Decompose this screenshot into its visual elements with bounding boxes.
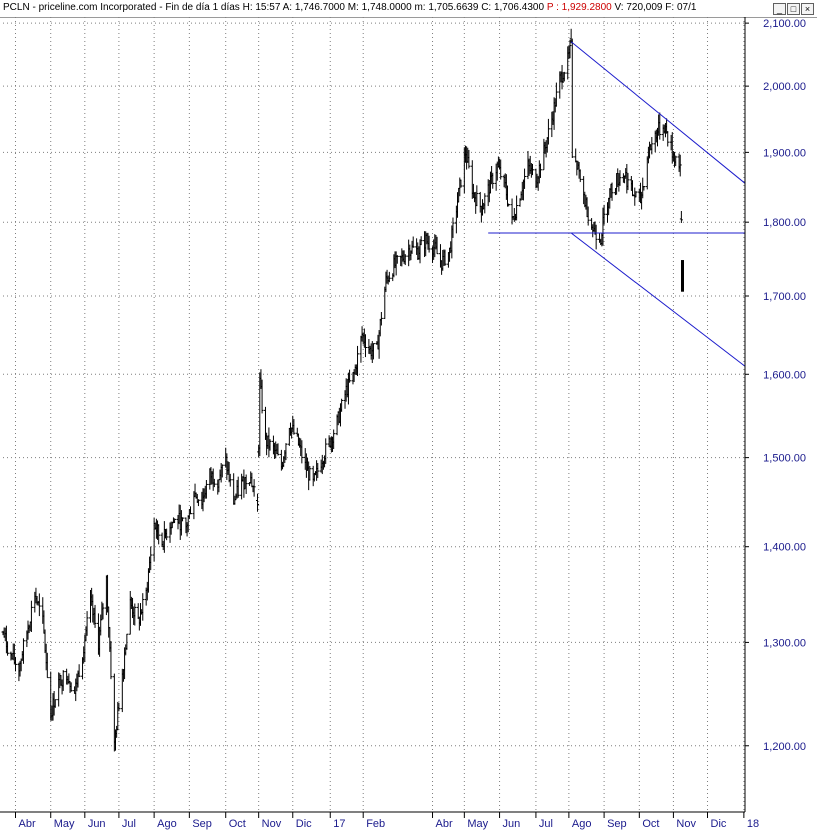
x-tick-label: 18 bbox=[747, 818, 759, 830]
company-name: priceline.com Incorporated bbox=[38, 2, 157, 13]
price-marks bbox=[1, 28, 685, 752]
x-tick-label: Nov bbox=[262, 818, 282, 830]
a-label: A: bbox=[282, 2, 293, 13]
minimize-button[interactable]: _ bbox=[773, 3, 786, 15]
close-button[interactable]: × bbox=[801, 3, 814, 15]
min-value: 1,705.6639 bbox=[428, 2, 479, 13]
maximize-button[interactable]: □ bbox=[787, 3, 800, 15]
v-label: V: bbox=[614, 2, 624, 13]
x-tick-label: Oct bbox=[642, 818, 659, 830]
hour-value: 15:57 bbox=[255, 2, 281, 13]
y-tick-label: 2,100.00 bbox=[763, 18, 806, 30]
x-tick-label: Ago bbox=[572, 818, 592, 830]
x-tick-label: Jul bbox=[539, 818, 553, 830]
x-tick-label: Jul bbox=[122, 818, 136, 830]
x-tick-label: May bbox=[54, 818, 75, 830]
y-tick-label: 1,300.00 bbox=[763, 637, 806, 649]
y-tick-label: 1,800.00 bbox=[763, 217, 806, 229]
x-tick-label: Jun bbox=[503, 818, 521, 830]
separator: - bbox=[32, 2, 39, 13]
p-value: 1,929.2800 bbox=[561, 2, 612, 13]
p-label: P : bbox=[546, 2, 559, 13]
v-value: 720,009 bbox=[626, 2, 663, 13]
y-tick-label: 1,700.00 bbox=[763, 291, 806, 303]
y-tick-label: 1,400.00 bbox=[763, 542, 806, 554]
m-value: 1,748.0000 bbox=[361, 2, 412, 13]
trendline bbox=[570, 232, 746, 367]
trendline bbox=[570, 41, 746, 184]
x-tick-label: Feb bbox=[366, 818, 385, 830]
c-label: C: bbox=[481, 2, 492, 13]
f-label: F: bbox=[665, 2, 675, 13]
grid bbox=[3, 17, 745, 812]
title-bar: PCLN - priceline.com Incorporated - Fin … bbox=[0, 0, 817, 18]
y-tick-label: 2,000.00 bbox=[763, 81, 806, 93]
x-tick-label: May bbox=[467, 818, 488, 830]
symbol: PCLN bbox=[3, 2, 30, 13]
a-value: 1,746.7000 bbox=[294, 2, 345, 13]
x-tick-label: Abr bbox=[436, 818, 453, 830]
min-label: m: bbox=[414, 2, 426, 13]
period: Fin de día 1 días bbox=[165, 2, 240, 13]
hour-label: H: bbox=[242, 2, 253, 13]
x-tick-label: Sep bbox=[607, 818, 627, 830]
c-value: 1,706.4300 bbox=[493, 2, 545, 13]
title-text: PCLN - priceline.com Incorporated - Fin … bbox=[3, 2, 696, 13]
x-tick-label: Jun bbox=[88, 818, 106, 830]
separator: - bbox=[159, 2, 166, 13]
x-tick-label: Ago bbox=[157, 818, 177, 830]
y-tick-label: 1,900.00 bbox=[763, 147, 806, 159]
f-value: 07/1 bbox=[676, 2, 697, 13]
y-tick-label: 1,600.00 bbox=[763, 369, 806, 381]
price-chart: 1,200.00 1,300.00 1,400.00 1,500.00 1,600.00… bbox=[0, 17, 806, 830]
m-label: M: bbox=[347, 2, 359, 13]
x-tick-label: Sep bbox=[192, 818, 212, 830]
x-tick-label: Dic bbox=[711, 818, 727, 830]
x-tick-label: Oct bbox=[229, 818, 246, 830]
axes: 1,200.00 1,300.00 1,400.00 1,500.00 1,600.00… bbox=[0, 17, 806, 830]
x-tick-label: Nov bbox=[676, 818, 696, 830]
x-tick-label: Abr bbox=[18, 818, 35, 830]
x-tick-label: Dic bbox=[296, 818, 312, 830]
y-tick-label: 1,200.00 bbox=[763, 741, 806, 753]
trendlines bbox=[488, 41, 746, 367]
x-tick-label: 17 bbox=[333, 818, 345, 830]
y-tick-label: 1,500.00 bbox=[763, 453, 806, 465]
